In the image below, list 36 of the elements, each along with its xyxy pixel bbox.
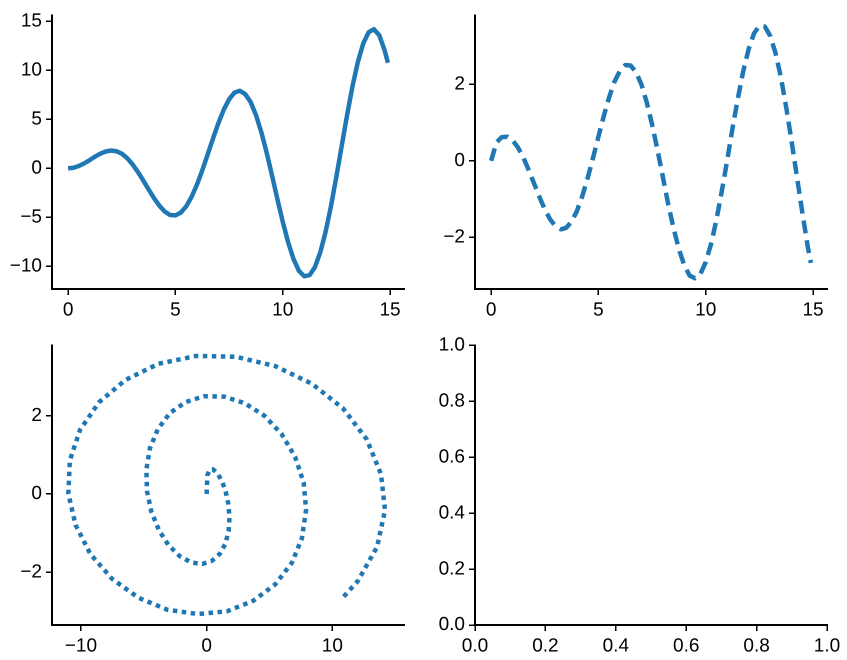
x-tick-label: 10 (272, 300, 294, 321)
x-tick-label: 10 (695, 300, 716, 321)
line-series (66, 354, 388, 616)
x-tick-label: 0.4 (602, 636, 630, 657)
x-tick-label: 0 (201, 636, 212, 657)
x-tick-label: 0 (486, 300, 496, 321)
x-tick-label: 0.6 (672, 636, 700, 657)
y-tick-label: 0 (31, 158, 42, 179)
y-tick-label: 0.8 (438, 390, 465, 412)
y-tick-label: 0.0 (438, 614, 465, 636)
y-tick-label: 0.6 (438, 446, 465, 468)
line-series (488, 23, 814, 281)
y-tick-label: 0.4 (438, 502, 466, 524)
y-tick-label: 15 (20, 10, 42, 32)
y-tick-label: 2 (454, 74, 465, 95)
y-tick-label: 5 (31, 108, 42, 130)
x-tick-label: 15 (379, 300, 401, 321)
y-tick-label: −2 (20, 561, 42, 582)
x-tick-label: 0.8 (743, 636, 770, 657)
y-tick-label: 0 (31, 483, 42, 504)
y-tick-label: −10 (10, 256, 42, 277)
x-tick-label: 0.2 (532, 636, 559, 657)
x-tick-label: 0 (62, 300, 74, 321)
y-tick-label: 2 (31, 405, 42, 426)
y-tick-label: 0.2 (438, 558, 465, 580)
x-tick-label: 5 (593, 300, 604, 321)
y-tick-label: −5 (20, 206, 42, 228)
x-tick-label: 15 (802, 300, 824, 321)
y-tick-label: 10 (20, 60, 42, 81)
x-tick-label: 1.0 (814, 636, 840, 657)
x-tick-label: 10 (322, 636, 343, 657)
y-tick-label: 1.0 (438, 334, 465, 356)
y-tick-label: 0 (454, 150, 465, 172)
x-tick-label: −10 (64, 636, 98, 657)
x-tick-label: 5 (170, 300, 181, 321)
y-tick-label: −2 (443, 226, 465, 248)
